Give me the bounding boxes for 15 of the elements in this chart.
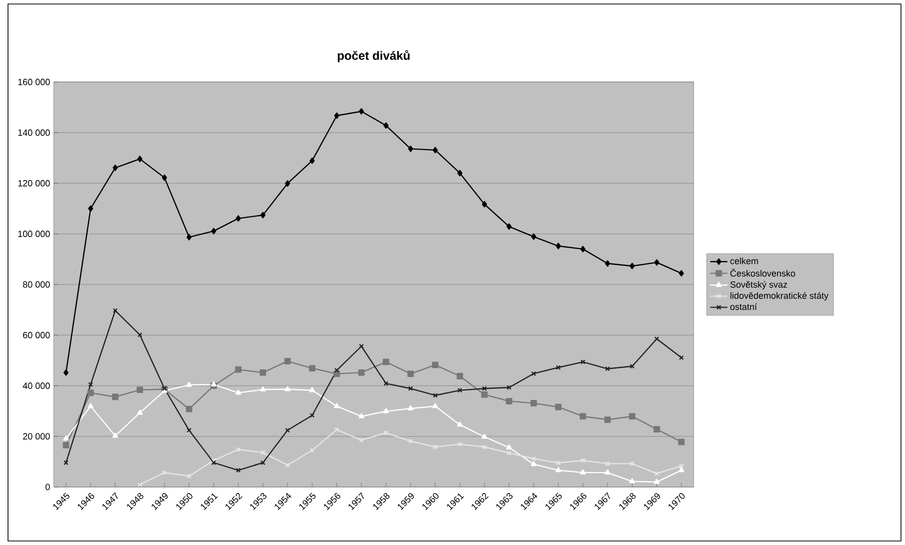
y-tick-label: 20 000 — [23, 433, 50, 440]
y-tick-label: 60 000 — [23, 332, 50, 338]
y-tick-label: 120 000 — [18, 180, 50, 186]
y-tick-label: 80 000 — [23, 281, 50, 288]
y-tick-label: 0 — [46, 484, 50, 490]
y-tick-label: 140 000 — [18, 129, 50, 136]
legend-label: lidovědemokratické státy — [730, 292, 828, 301]
legend-label: Sovětský svaz — [730, 280, 788, 290]
y-tick-label: 40 000 — [22, 382, 50, 389]
legend-label: Československo — [730, 268, 796, 277]
y-tick-label: 100 000 — [18, 230, 50, 238]
chart-title: počet diváků — [338, 50, 410, 62]
legend-label: celkem — [730, 258, 758, 264]
legend-label: ostatní — [730, 303, 757, 310]
y-tick-label: 160 000 — [18, 78, 50, 86]
